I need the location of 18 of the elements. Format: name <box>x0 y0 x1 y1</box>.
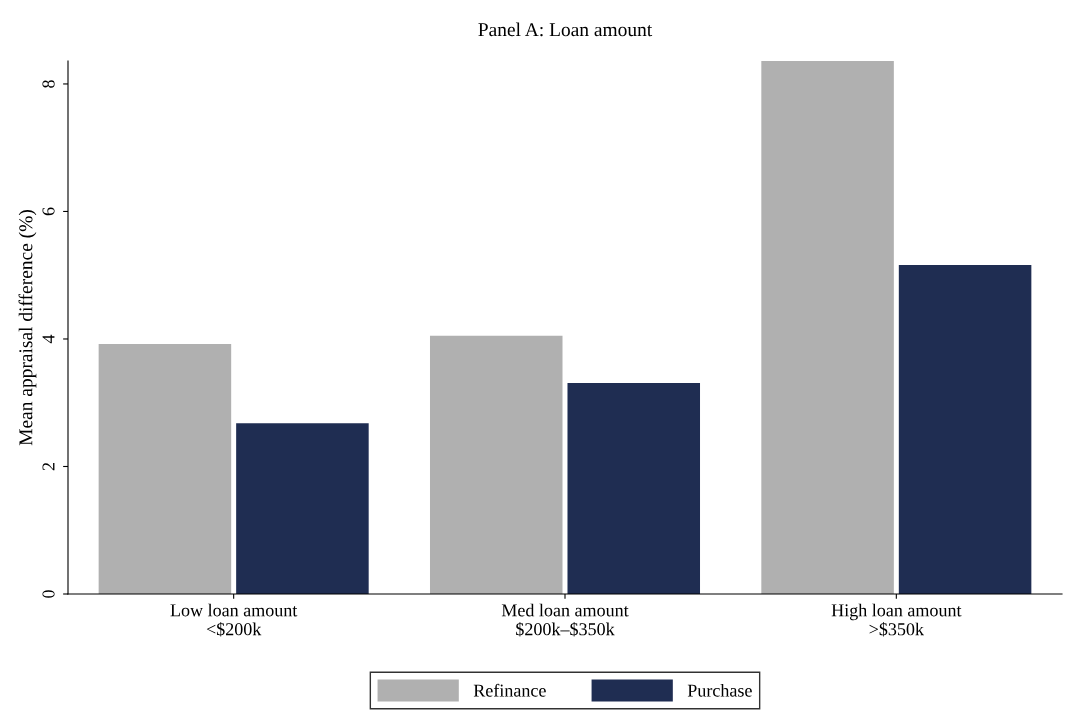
legend-label: Purchase <box>687 683 752 697</box>
y-tick-label: 2 <box>42 462 55 471</box>
bar <box>567 382 701 594</box>
bar <box>236 423 369 594</box>
bar <box>429 335 563 594</box>
y-tick-label: 8 <box>42 80 55 88</box>
bar <box>898 265 1032 594</box>
x-tick-label: High loan amount >$350k <box>831 603 962 637</box>
y-axis-title: Mean appraisal difference (%) <box>18 210 37 446</box>
x-tick-label: Med loan amount $200k–$350k <box>501 603 629 637</box>
bar <box>761 61 894 594</box>
y-tick-label: 6 <box>42 207 55 216</box>
chart-title: Panel A: Loan amount <box>478 22 653 37</box>
y-tick-label: 4 <box>42 334 55 344</box>
x-tick-label: Low loan amount <$200k <box>170 603 298 637</box>
bar <box>98 344 232 594</box>
legend-label: Refinance <box>473 683 546 697</box>
y-tick-label: 0 <box>42 590 55 598</box>
